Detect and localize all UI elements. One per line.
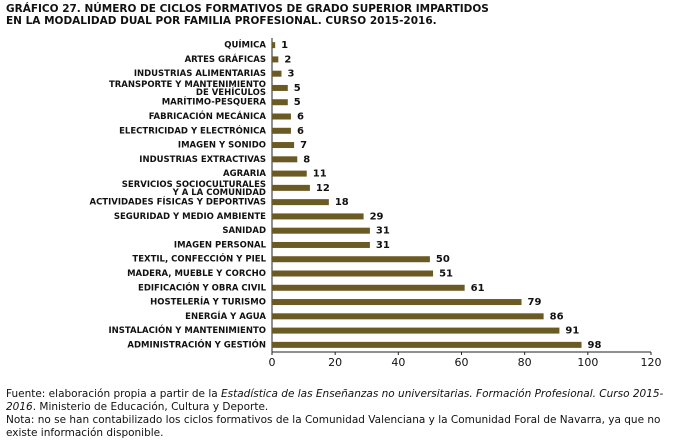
bar: [272, 341, 582, 348]
bar: [272, 213, 364, 220]
bar: [272, 284, 465, 291]
value-label: 61: [471, 283, 485, 294]
bar: [272, 241, 370, 248]
value-label: 1: [281, 40, 288, 51]
source-text: Fuente: elaboración propia a partir de l…: [6, 388, 222, 400]
y-tick-label: IMAGEN Y SONIDO: [178, 141, 266, 151]
x-tick-label: 80: [518, 356, 532, 369]
y-tick-label: ELECTRICIDAD Y ELECTRÓNICA: [119, 124, 266, 136]
y-tick-label: AGRARIA: [223, 169, 266, 179]
y-tick-label: SANIDAD: [222, 226, 266, 236]
bar: [272, 56, 279, 63]
bar: [272, 142, 295, 149]
y-tick-label: TEXTIL, CONFECCIÓN Y PIEL: [132, 253, 266, 265]
y-tick-label: INDUSTRIAS EXTRACTIVAS: [139, 155, 266, 165]
x-tick-label: 0: [269, 356, 276, 369]
value-label: 29: [370, 211, 384, 222]
x-tick-label: 60: [455, 356, 469, 369]
y-tick-label: MARÍTIMO-PESQUERA: [162, 96, 267, 108]
y-tick-label: HOSTELERÍA Y TURISMO: [150, 296, 266, 308]
y-tick-label: INDUSTRIAS ALIMENTARIAS: [134, 69, 266, 79]
note: Nota: no se han contabilizado los ciclos…: [6, 414, 661, 439]
value-label: 8: [303, 154, 310, 165]
bar: [272, 84, 288, 91]
value-label: 5: [294, 83, 301, 94]
bar: [272, 327, 560, 334]
x-tick-label: 100: [577, 356, 598, 369]
y-tick-label: ARTES GRÁFICAS: [185, 53, 266, 65]
value-label: 6: [297, 112, 304, 123]
value-label: 6: [297, 126, 304, 137]
y-tick-label: IMAGEN PERSONAL: [174, 240, 267, 250]
bar: [272, 256, 430, 263]
bar: [272, 42, 276, 49]
value-label: 51: [439, 269, 453, 280]
value-label: 12: [316, 183, 330, 194]
value-label: 86: [550, 311, 564, 322]
value-label: 79: [528, 297, 542, 308]
value-label: 98: [588, 340, 602, 351]
x-tick-label: 120: [641, 356, 662, 369]
chart: GRÁFICO 27. NÚMERO DE CICLOS FORMATIVOS …: [6, 2, 662, 369]
y-tick-label: ACTIVIDADES FÍSICAS Y DEPORTIVAS: [89, 196, 266, 208]
bar: [272, 99, 288, 106]
y-tick-label: SERVICIOS SOCIOCULTURALES Y A LA COMUNIDA…: [122, 179, 266, 197]
bar: [272, 184, 310, 191]
y-tick-label: TRANSPORTE Y MANTENIMIENTO DE VEHÍCULOS: [109, 79, 266, 97]
value-label: 50: [436, 254, 450, 265]
bar: [272, 170, 307, 177]
y-tick-label: ENERGÍA Y AGUA: [185, 310, 266, 322]
x-tick-label: 20: [328, 356, 342, 369]
value-label: 5: [294, 97, 301, 108]
value-label: 3: [287, 69, 294, 80]
value-label: 2: [284, 54, 291, 65]
y-tick-label: INSTALACIÓN Y MANTENIMIENTO: [108, 324, 266, 336]
value-label: 31: [376, 226, 390, 237]
bar: [272, 313, 544, 320]
value-label: 91: [565, 326, 579, 337]
bar: [272, 127, 291, 134]
bar: [272, 227, 370, 234]
y-tick-label: QUÍMICA: [224, 39, 266, 51]
bar: [272, 199, 329, 206]
y-tick-label: ADMINISTRACIÓN Y GESTIÓN: [127, 338, 266, 350]
bar: [272, 156, 298, 163]
value-label: 31: [376, 240, 390, 251]
source-text: . Ministerio de Educación, Cultura y Dep…: [32, 401, 269, 413]
bar: [272, 70, 282, 77]
y-tick-label: MADERA, MUEBLE Y CORCHO: [127, 269, 266, 279]
y-tick-label: FABRICACIÓN MECÁNICA: [149, 110, 267, 122]
value-label: 18: [335, 197, 349, 208]
y-tick-label: SEGURIDAD Y MEDIO AMBIENTE: [114, 212, 266, 222]
source: Fuente: elaboración propia a partir de l…: [6, 388, 682, 414]
bar: [272, 113, 291, 120]
value-label: 7: [300, 140, 307, 151]
y-tick-label: EDIFICACIÓN Y OBRA CIVIL: [138, 281, 267, 293]
x-tick-label: 40: [391, 356, 405, 369]
value-label: 11: [313, 169, 327, 180]
bar: [272, 299, 522, 306]
chart-title: GRÁFICO 27. NÚMERO DE CICLOS FORMATIVOS …: [6, 2, 489, 15]
bar: [272, 270, 434, 277]
footnote: Fuente: elaboración propia a partir de l…: [6, 388, 682, 440]
chart-title: EN LA MODALIDAD DUAL POR FAMILIA PROFESI…: [6, 15, 437, 27]
source-title: Estadística de las Enseñanzas no univers…: [6, 388, 664, 413]
